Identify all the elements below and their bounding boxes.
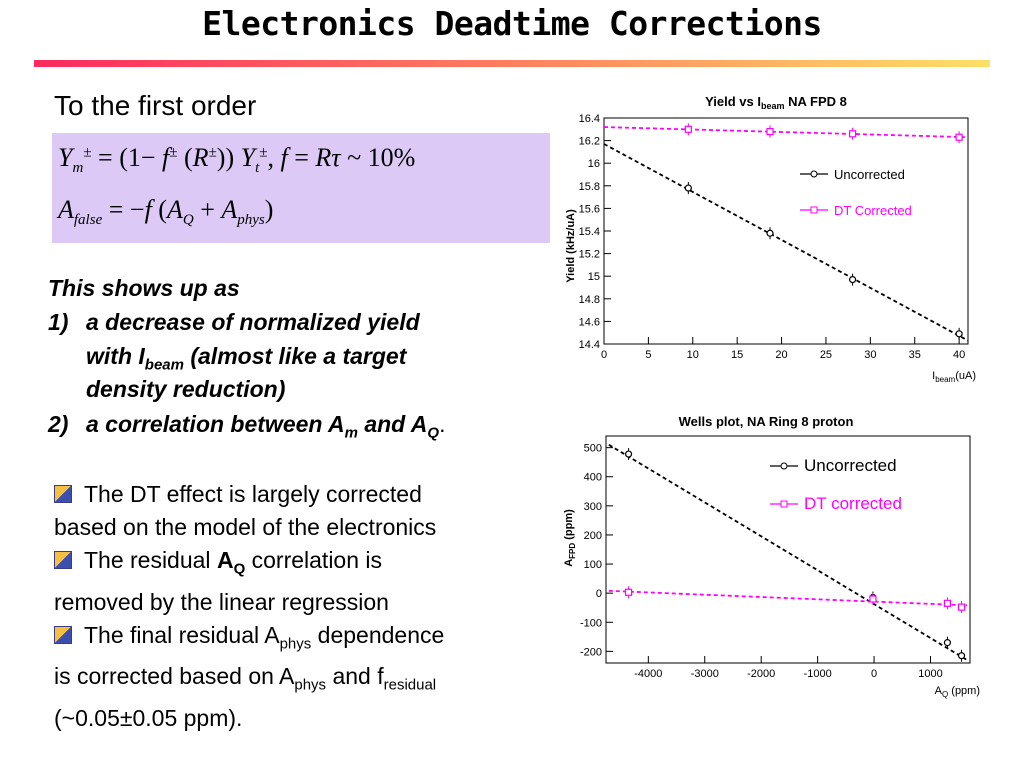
x-tick-label: -3000: [691, 668, 719, 680]
x-tick-label: 5: [645, 349, 651, 361]
y-tick-label: 14.8: [579, 294, 600, 306]
chart-1-xlabel: Ibeam(uA): [932, 370, 976, 384]
wells-plot-chart: Wells plot, NA Ring 8 proton AFPD (ppm) …: [563, 414, 980, 699]
chart-1-title: Yield vs Ibeam NA FPD 8: [705, 94, 847, 111]
legend-marker: [810, 206, 818, 214]
y-tick-label: 100: [584, 559, 602, 571]
y-tick-label: 15.6: [579, 203, 600, 215]
item-1-number: 1): [48, 309, 69, 335]
item-1-line-2: with Ibeam (almost like a target: [86, 343, 407, 374]
data-point: [766, 229, 774, 237]
legend-label: DT corrected: [804, 494, 902, 513]
data-point: [943, 639, 952, 647]
data-point: [955, 133, 963, 141]
y-tick-label: 300: [584, 501, 602, 513]
y-tick-label: -200: [580, 646, 602, 658]
y-tick-label: 14.4: [579, 339, 600, 351]
subheading: To the first order: [54, 90, 257, 121]
bullet-icon: [54, 485, 72, 503]
item-1-line-1: a decrease of normalized yield: [86, 309, 420, 335]
y-tick-label: 16.4: [579, 113, 600, 125]
x-tick-label: -1000: [804, 668, 832, 680]
x-tick-label: 0: [601, 349, 607, 361]
bullet-1-line-2: based on the model of the electronics: [54, 514, 437, 540]
chart-1-ylabel: Yield (kHz/uA): [565, 209, 577, 283]
legend-label: DT Corrected: [834, 203, 912, 218]
x-tick-label: 25: [820, 349, 832, 361]
y-tick-label: 400: [584, 472, 602, 484]
x-tick-label: 0: [871, 668, 877, 680]
x-tick-label: -4000: [634, 668, 662, 680]
x-tick-label: 15: [731, 349, 743, 361]
x-tick-label: 20: [775, 349, 787, 361]
data-point: [943, 599, 952, 607]
bullet-1-line-1: The DT effect is largely corrected: [54, 478, 534, 511]
data-point: [957, 603, 966, 611]
equation-false-asymmetry: Afalse = −f (AQ + Aphys): [58, 195, 274, 229]
y-tick-label: 15: [588, 271, 600, 283]
data-point: [848, 275, 857, 284]
y-tick-label: 15.4: [579, 226, 600, 238]
y-tick-label: -100: [580, 617, 602, 629]
chart-2-xlabel: AQ (ppm): [935, 685, 980, 699]
data-point: [955, 330, 963, 338]
bullet-3-line-1: The final residual Aphys dependence: [54, 619, 534, 661]
slide-title: Electronics Deadtime Corrections: [202, 4, 822, 43]
x-tick-label: 10: [687, 349, 699, 361]
x-tick-label: 35: [909, 349, 921, 361]
bullet-list: The DT effect is largely corrected based…: [54, 478, 534, 735]
bullet-2-line-1: The residual AQ correlation is: [54, 544, 534, 586]
bullet-icon: [54, 551, 72, 569]
data-point: [766, 127, 774, 136]
x-tick-label: 1000: [918, 668, 942, 680]
bullet-3-line-2: is corrected based on Aphys and fresidua…: [54, 663, 437, 694]
chart-2-ylabel: AFPD (ppm): [563, 509, 577, 567]
chart-2-title: Wells plot, NA Ring 8 proton: [679, 414, 854, 429]
shows-up-heading: This shows up as: [48, 275, 240, 301]
legend-marker: [780, 500, 788, 508]
equation-box: Ym± = (1− f± (R±)) Yt±, f = Rτ ~ 10% Afa…: [52, 133, 550, 243]
legend-marker: [780, 462, 788, 470]
y-tick-label: 14.6: [579, 316, 600, 328]
x-tick-label: 30: [864, 349, 876, 361]
data-point: [684, 125, 692, 133]
x-tick-label: -2000: [747, 668, 775, 680]
y-tick-label: 16.2: [579, 136, 600, 148]
fit-line-1: [603, 126, 969, 139]
item-2-number: 2): [48, 411, 69, 437]
y-tick-label: 15.2: [579, 249, 600, 261]
legend-marker: [810, 170, 818, 178]
y-tick-label: 500: [584, 443, 602, 455]
y-tick-label: 16: [588, 158, 600, 170]
data-point: [684, 184, 692, 192]
x-tick-label: 40: [953, 349, 965, 361]
y-tick-label: 200: [584, 530, 602, 542]
data-point: [624, 588, 633, 596]
item-2-text: a correlation between Am and AQ.: [86, 411, 446, 442]
y-tick-label: 15.8: [579, 181, 600, 193]
data-point: [848, 130, 857, 138]
legend-label: Uncorrected: [834, 167, 905, 182]
item-1-line-3: density reduction): [86, 376, 286, 402]
bullet-icon: [54, 625, 72, 644]
legend-label: Uncorrected: [804, 456, 897, 475]
fit-line-0: [603, 143, 969, 342]
bullet-2-line-2: removed by the linear regression: [54, 588, 389, 615]
title-divider: [34, 60, 990, 67]
bullet-3-line-3: (~0.05±0.05 ppm).: [54, 704, 243, 731]
fit-line-1: [608, 589, 968, 607]
data-point: [957, 652, 966, 660]
equation-yield: Ym± = (1− f± (R±)) Yt±, f = Rτ ~ 10%: [58, 143, 416, 177]
plot-frame: [605, 435, 971, 664]
data-point: [869, 595, 877, 603]
data-point: [624, 450, 633, 458]
yield-vs-ibeam-chart: Yield vs Ibeam NA FPD 8 Yield (kHz/uA) I…: [565, 94, 976, 384]
y-tick-label: 0: [596, 588, 602, 600]
fit-line-0: [608, 443, 968, 661]
